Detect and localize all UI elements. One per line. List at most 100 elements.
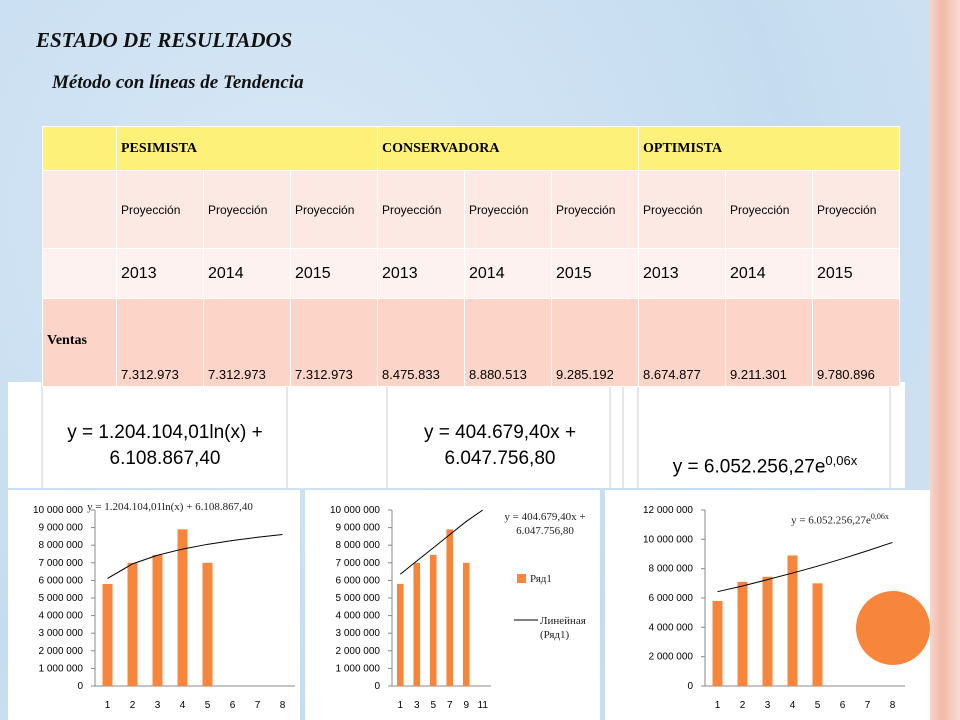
- subheader-cell: Proyección: [203, 170, 291, 249]
- sales-row: Ventas 7.312.973 7.312.973 7.312.973 8.475.8…: [42, 298, 900, 387]
- strip-dividers: [41, 382, 891, 488]
- x-tick-label: 8: [890, 700, 896, 711]
- x-tick-label: 11: [478, 700, 489, 711]
- x-tick-label: 3: [765, 700, 771, 711]
- equation-exponent: 0,06x: [825, 453, 858, 468]
- y-tick-label: 2 000 000: [649, 652, 694, 663]
- y-tick-label: 5 000 000: [39, 593, 84, 604]
- x-tick-label: 3: [155, 700, 161, 711]
- decor-circle: [856, 591, 930, 665]
- y-tick-label: 10 000 000: [643, 534, 693, 545]
- year-cell: 2015: [551, 248, 639, 299]
- equation: y = 404.679,40x + 6.047.756,80: [390, 420, 610, 472]
- bar: [762, 576, 773, 686]
- value-cell: 7.312.973: [203, 298, 291, 387]
- bar: [737, 581, 748, 686]
- trend-equation-text: y = 6.052.256,27e: [791, 514, 871, 527]
- bar: [429, 554, 437, 686]
- x-tick-label: 2: [130, 700, 136, 711]
- x-tick-label: 5: [205, 700, 211, 711]
- legend-swatch: [517, 574, 526, 583]
- y-tick-label: 2 000 000: [336, 646, 381, 657]
- y-tick-label: 1 000 000: [39, 663, 84, 674]
- subheader-cell: Proyección: [290, 170, 378, 249]
- subheader-text: Proyección: [643, 202, 703, 217]
- y-tick-label: 9 000 000: [336, 523, 381, 534]
- x-tick-label: 6: [230, 700, 236, 711]
- title: ESTADO DE RESULTADOS: [36, 28, 293, 52]
- y-tick-label: 6 000 000: [649, 593, 694, 604]
- x-tick-label: 2: [740, 700, 746, 711]
- y-tick-label: 8 000 000: [39, 540, 84, 551]
- x-tick-label: 7: [255, 700, 261, 711]
- subheader-cell: Proyección: [638, 170, 726, 249]
- value-cell: 9.780.896: [812, 298, 900, 387]
- trend-line: [399, 509, 484, 575]
- equation-text: y = 1.204.104,01ln(x) + 6.108.867,40: [67, 422, 263, 469]
- y-tick-label: 7 000 000: [39, 558, 84, 569]
- subheader-cell: Proyección: [725, 170, 813, 249]
- x-tick-label: 9: [463, 700, 469, 711]
- y-tick-label: 12 000 000: [643, 505, 693, 516]
- x-tick-label: 4: [790, 700, 796, 711]
- subheader-text: Proyección: [469, 202, 529, 217]
- bar: [446, 529, 454, 686]
- y-tick-label: 3 000 000: [336, 628, 381, 639]
- bar: [127, 562, 138, 686]
- y-tick-label: 10 000 000: [33, 505, 83, 516]
- y-tick-label: 7 000 000: [336, 558, 381, 569]
- subheader-text: Proyección: [121, 202, 181, 217]
- subheader-text: Proyección: [295, 202, 355, 217]
- bar: [712, 600, 723, 686]
- subheader-cell: Proyección: [464, 170, 552, 249]
- bar: [102, 583, 113, 686]
- subheader-text: Proyección: [382, 202, 442, 217]
- x-tick-label: 7: [865, 700, 871, 711]
- bar: [177, 529, 188, 686]
- trend-equation: y = 404.679,40x + 6.047.756,80: [490, 510, 600, 538]
- trend-equation-text: y = 1.204.104,01ln(x) + 6.108.867,40: [87, 501, 253, 513]
- subheader-text: Proyección: [730, 202, 790, 217]
- subheader-text: Proyección: [208, 202, 268, 217]
- y-tick-label: 0: [77, 681, 83, 692]
- x-tick-label: 1: [397, 700, 403, 711]
- y-tick-label: 3 000 000: [39, 628, 84, 639]
- corner-cell: [42, 126, 117, 171]
- trend-equation-exponent: 0,06x: [870, 512, 889, 521]
- value-cell: 8.475.833: [377, 298, 465, 387]
- x-tick-label: 5: [815, 700, 821, 711]
- empty-cell: [42, 170, 117, 249]
- year-cell: 2014: [203, 248, 291, 299]
- bar: [812, 583, 823, 686]
- y-tick-label: 1 000 000: [336, 663, 381, 674]
- y-tick-label: 6 000 000: [336, 575, 381, 586]
- y-tick-label: 10 000 000: [330, 505, 380, 516]
- x-tick-label: 7: [447, 700, 453, 711]
- bar: [396, 583, 404, 686]
- y-tick-label: 4 000 000: [39, 611, 84, 622]
- equation: y = 6.052.256,27e0,06x: [640, 448, 890, 480]
- value-cell: 8.880.513: [464, 298, 552, 387]
- subheader-row: Proyección Proyección Proyección Proyección…: [42, 170, 900, 249]
- value-cell: 9.211.301: [725, 298, 813, 387]
- subheader-cell: Proyección: [116, 170, 204, 249]
- subheader-cell: Proyección: [551, 170, 639, 249]
- subheader-text: Proyección: [556, 202, 616, 217]
- bar: [787, 555, 798, 686]
- bar: [413, 562, 421, 686]
- year-cell: 2014: [464, 248, 552, 299]
- legend-label: Линейная (Ряд1): [540, 615, 586, 641]
- y-tick-label: 8 000 000: [649, 564, 694, 575]
- x-tick-label: 8: [280, 700, 286, 711]
- trend-equation: y = 6.052.256,27e0,06x: [760, 510, 920, 528]
- legend-label: Ряд1: [530, 573, 552, 585]
- x-tick-label: 1: [715, 700, 721, 711]
- year-cell: 2014: [725, 248, 813, 299]
- subtitle: Método con líneas de Tendencia: [52, 72, 304, 93]
- trend-equation-text: y = 404.679,40x + 6.047.756,80: [504, 511, 586, 537]
- header-row: PESIMISTA CONSERVADORA OPTIMISTA: [42, 126, 900, 171]
- y-tick-label: 6 000 000: [39, 575, 84, 586]
- x-tick-label: 4: [180, 700, 186, 711]
- bar: [152, 554, 163, 686]
- y-tick-label: 8 000 000: [336, 540, 381, 551]
